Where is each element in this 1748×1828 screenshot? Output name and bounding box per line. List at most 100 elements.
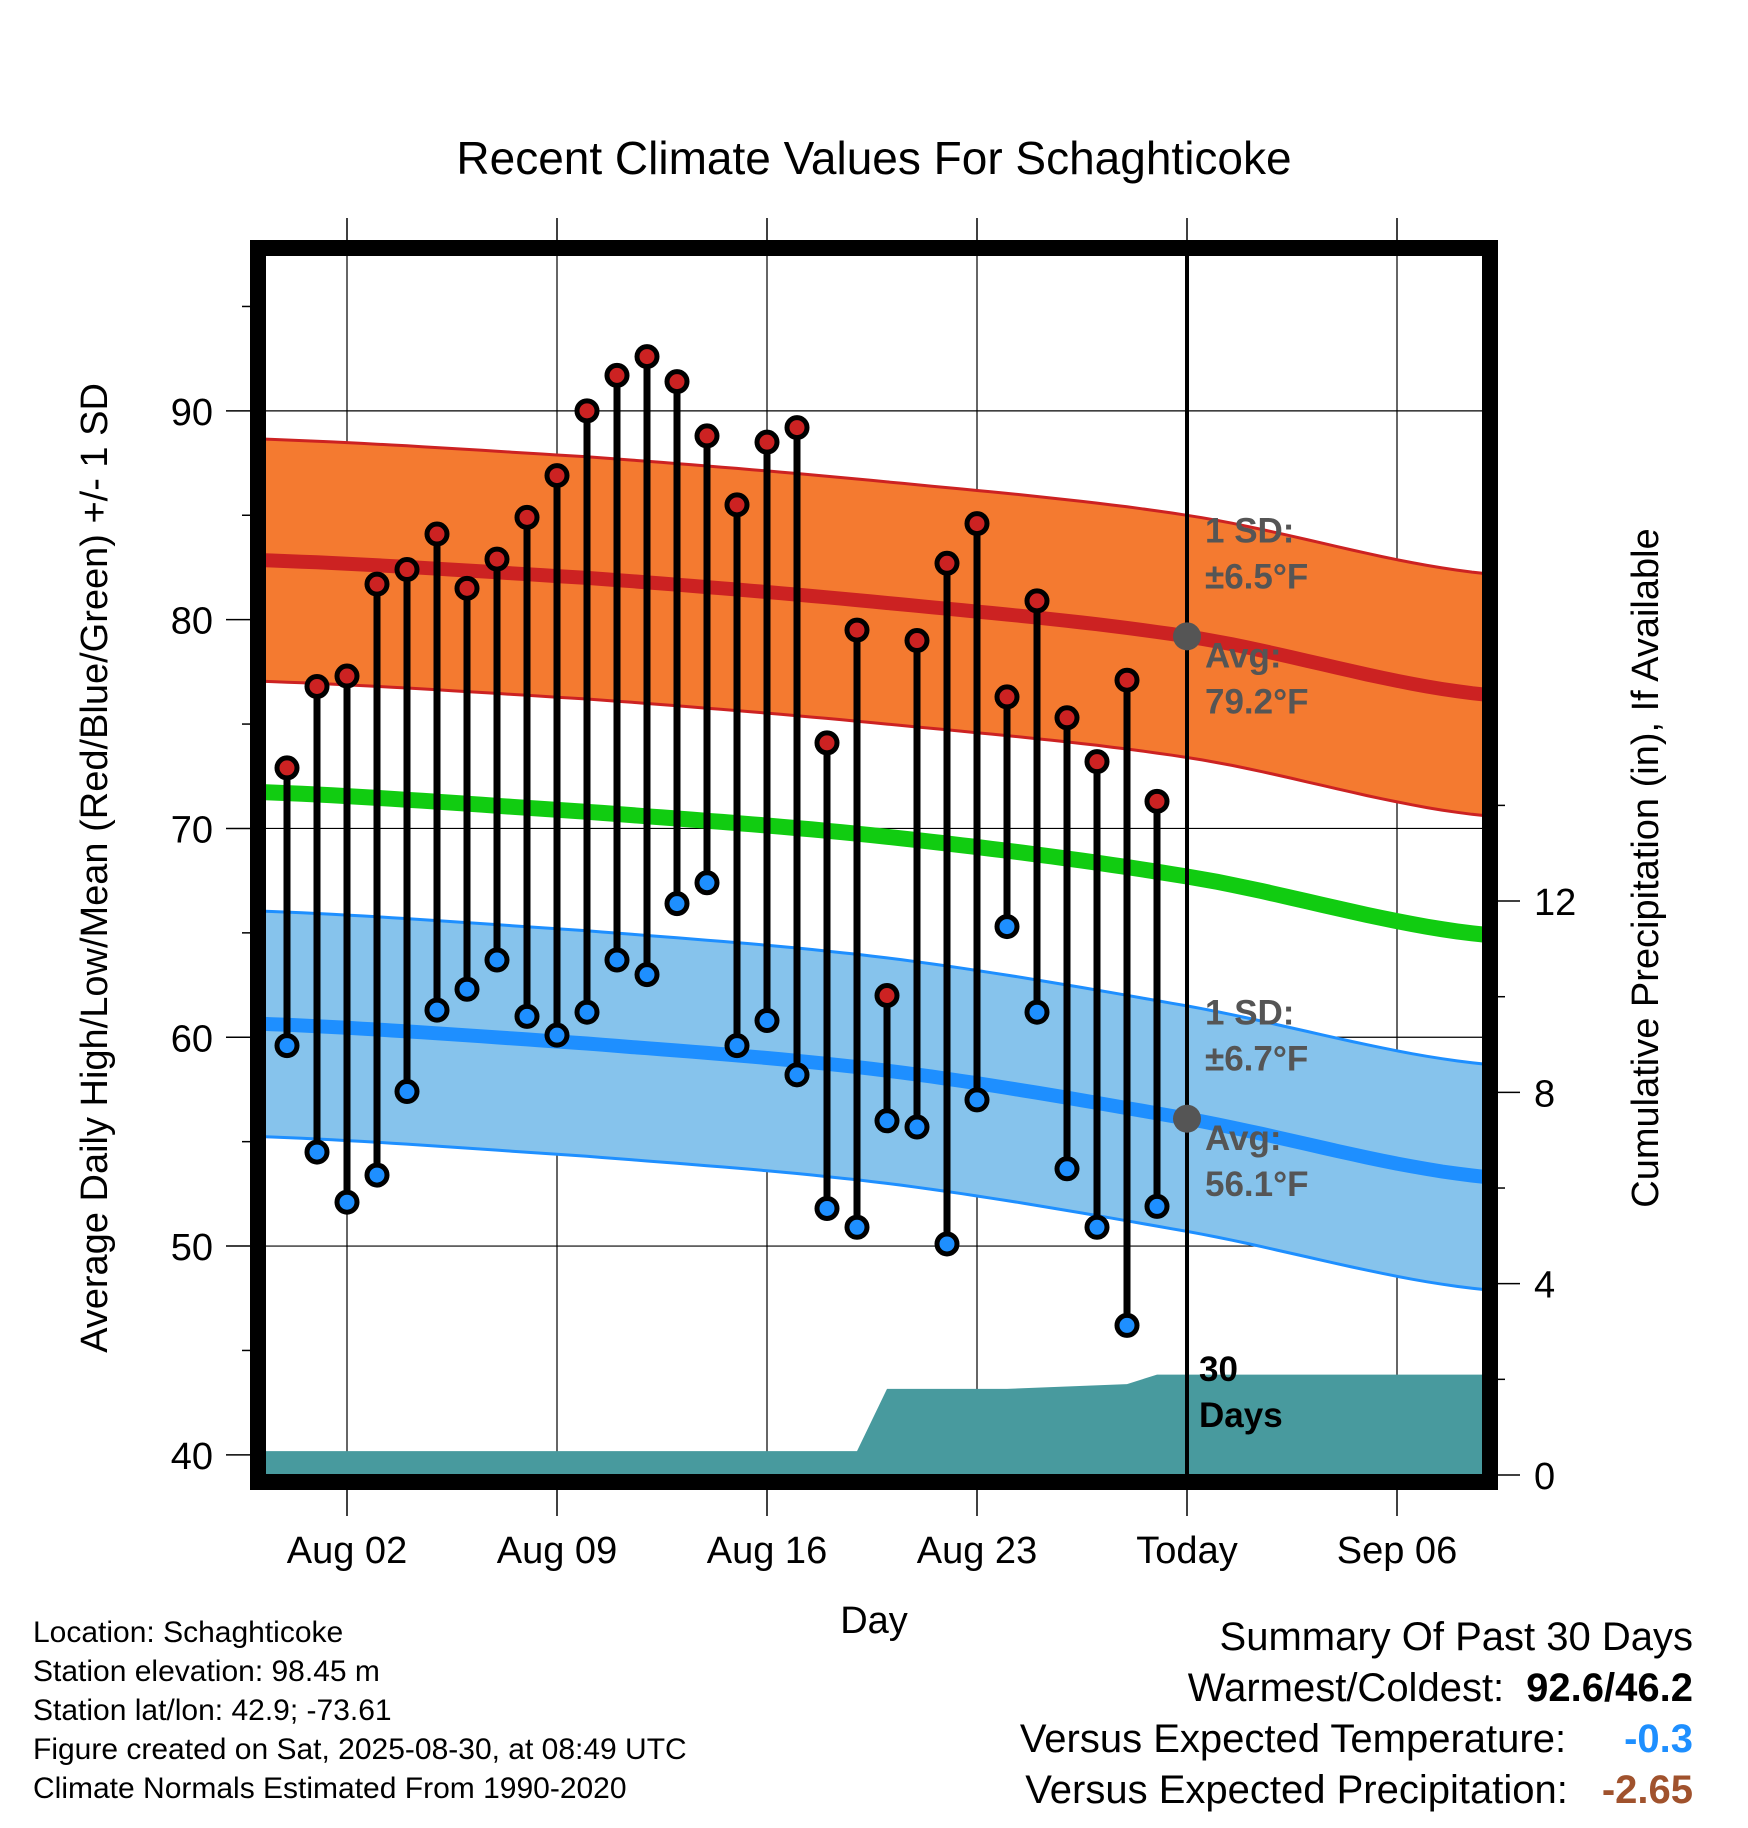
observed-low-point [1024, 999, 1050, 1025]
y2-tick-label: 12 [1534, 882, 1576, 924]
station-info: Location: Schaghticoke Station elevation… [33, 1613, 687, 1808]
plot-frame [250, 240, 1498, 1490]
observed-low-point [874, 1108, 900, 1134]
plot-area: 1 SD: ±6.5°F Avg: 79.2°F 1 SD: ±6.7°F Avg: 56.1… [171, 218, 1576, 1572]
station-latlon: Station lat/lon: 42.9; -73.61 [33, 1694, 392, 1727]
observed-high-point [844, 617, 870, 643]
observed-high-point [754, 429, 780, 455]
observed-low-point [1084, 1214, 1110, 1240]
observed-high-point [1084, 749, 1110, 775]
x-tick-label: Sep 06 [1337, 1530, 1457, 1572]
observed-high-point [604, 362, 630, 388]
plot-clipped-group: 1 SD: ±6.5°F Avg: 79.2°F 1 SD: ±6.7°F Avg: 56.1… [258, 248, 1490, 1482]
observed-low-point [724, 1033, 750, 1059]
observed-high-point [1054, 705, 1080, 731]
high-sd-band [258, 438, 1490, 817]
x-tick-label: Aug 23 [917, 1530, 1037, 1572]
low-sd-label: 1 SD: [1205, 994, 1294, 1033]
observed-high-point [994, 684, 1020, 710]
high-sd-label: 1 SD: [1205, 511, 1294, 550]
warmest-label: Warmest/Coldest: [1187, 1666, 1505, 1710]
x-tick-label: Aug 09 [497, 1530, 617, 1572]
observed-high-point [814, 730, 840, 756]
y-tick-label: 90 [171, 392, 213, 434]
x-tick-label: Today [1136, 1530, 1237, 1572]
observed-high-point [784, 415, 810, 441]
observed-high-point [664, 369, 690, 395]
observed-low-point [694, 870, 720, 896]
x-tick-label: Aug 02 [287, 1530, 407, 1572]
today-low-marker [1173, 1104, 1201, 1133]
observed-high-point [514, 504, 540, 530]
chart-title: Recent Climate Values For Schaghticoke [456, 132, 1291, 184]
high-normal-line [258, 553, 1490, 703]
temp-anomaly-label: Versus Expected Temperature: [1019, 1717, 1567, 1761]
high-sd-band-edge [258, 437, 1490, 576]
high-sd-band-edge [258, 679, 1490, 819]
station-location: Location: Schaghticoke [33, 1616, 344, 1649]
y2-axis-label: Cumulative Precipitation (in), If Availa… [1625, 528, 1667, 1207]
observed-high-point [1024, 588, 1050, 614]
x-axis-label: Day [840, 1600, 908, 1642]
summary-panel: Summary Of Past 30 Days Warmest/Coldest:… [1020, 1612, 1693, 1816]
figure-created: Figure created on Sat, 2025-08-30, at 08… [33, 1733, 687, 1766]
observed-high-point [394, 557, 420, 583]
observed-low-point [514, 1003, 540, 1029]
observed-low-point [1114, 1312, 1140, 1338]
summary-precip-anomaly: Versus Expected Precipitation: -2.65 [1020, 1765, 1693, 1816]
y-tick-label: 60 [171, 1018, 213, 1060]
observed-high-point [964, 511, 990, 537]
observed-low-point [1144, 1193, 1170, 1219]
observed-high-point [424, 521, 450, 547]
y2-tick-label: 8 [1534, 1073, 1555, 1115]
observed-high-point [334, 663, 360, 689]
x-tick-label: Aug 16 [707, 1530, 827, 1572]
observed-low-point [394, 1079, 420, 1105]
observed-low-point [454, 976, 480, 1002]
observed-high-point [934, 550, 960, 576]
low-sd-band-edge [258, 1134, 1490, 1293]
observed-high-point [544, 463, 570, 489]
observed-low-point [544, 1022, 570, 1048]
observed-high-point [304, 673, 330, 699]
observed-high-point [634, 344, 660, 370]
observed-low-point [604, 947, 630, 973]
observed-high-point [874, 982, 900, 1008]
observed-high-point [274, 755, 300, 781]
observed-high-point [574, 398, 600, 424]
y-tick-label: 70 [171, 809, 213, 851]
observed-low-point [364, 1162, 390, 1188]
low-avg-value: 56.1°F [1205, 1165, 1309, 1204]
observed-low-point [784, 1062, 810, 1088]
low-normal-line [258, 1016, 1490, 1185]
observed-low-point [904, 1114, 930, 1140]
mean-normal-line [258, 783, 1490, 944]
observed-low-point [484, 947, 510, 973]
observed-low-point [844, 1214, 870, 1240]
observed-high-point [694, 423, 720, 449]
observed-low-point [1054, 1156, 1080, 1182]
temp-anomaly-value: -0.3 [1624, 1717, 1693, 1761]
observed-low-point [964, 1087, 990, 1113]
observed-low-point [574, 999, 600, 1025]
low-sd-value: ±6.7°F [1205, 1040, 1308, 1079]
observed-high-point [724, 492, 750, 518]
y-tick-label: 50 [171, 1227, 213, 1269]
observed-high-point [1114, 667, 1140, 693]
observed-low-point [814, 1195, 840, 1221]
y-axis-label: Average Daily High/Low/Mean (Red/Blue/Gr… [74, 383, 116, 1353]
low-avg-label: Avg: [1205, 1119, 1281, 1158]
observed-low-point [934, 1231, 960, 1257]
precip-anomaly-value: -2.65 [1601, 1768, 1693, 1812]
summary-warmest-coldest: Warmest/Coldest: 92.6/46.2 [1020, 1663, 1693, 1714]
observed-low-point [664, 891, 690, 917]
y-tick-label: 80 [171, 601, 213, 643]
observed-high-point [904, 628, 930, 654]
warmest-value: 92.6/46.2 [1526, 1666, 1693, 1710]
observed-low-point [994, 914, 1020, 940]
observed-low-point [424, 997, 450, 1023]
observed-high-point [1144, 788, 1170, 814]
precip-days-count: 30 [1199, 1350, 1238, 1389]
observed-low-point [334, 1189, 360, 1215]
high-avg-value: 79.2°F [1205, 683, 1309, 722]
